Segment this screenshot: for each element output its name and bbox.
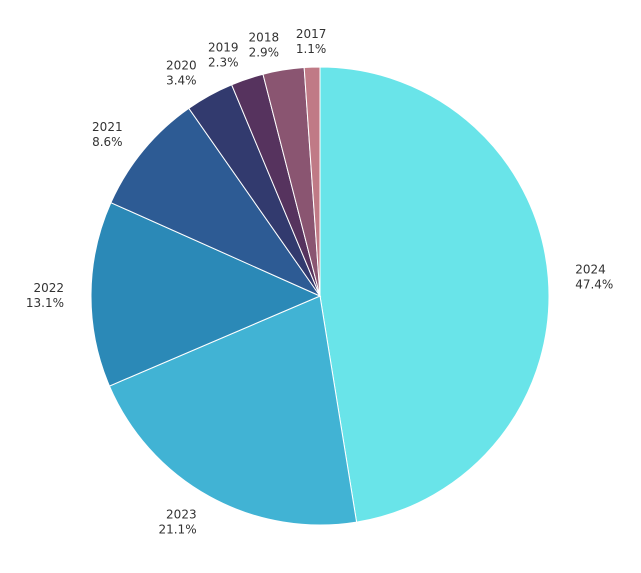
slice-category-2024: 2024 xyxy=(575,263,606,277)
slice-category-2018: 2018 xyxy=(249,30,280,44)
slice-category-2023: 2023 xyxy=(166,507,197,521)
slice-percent-2021: 8.6% xyxy=(92,135,123,149)
slice-label-2021: 2021 8.6% xyxy=(92,120,123,149)
slice-category-2022: 2022 xyxy=(33,281,64,295)
slice-category-2017: 2017 xyxy=(296,27,327,41)
slice-percent-2024: 47.4% xyxy=(575,278,613,292)
slice-label-2023: 2023 21.1% xyxy=(158,507,196,536)
slice-percent-2023: 21.1% xyxy=(158,522,196,536)
slice-label-2020: 2020 3.4% xyxy=(166,59,197,88)
pie-slice-2024[interactable] xyxy=(319,66,550,523)
pie-labels: 2024 47.4% 2023 21.1% 2022 13.1% 2021 8.6% 2020 3… xyxy=(26,27,613,536)
slice-percent-2019: 2.3% xyxy=(208,55,239,69)
slice-percent-2022: 13.1% xyxy=(26,296,64,310)
slice-category-2021: 2021 xyxy=(92,120,123,134)
pie-slice-2023[interactable] xyxy=(108,295,358,526)
pie-slices xyxy=(90,66,550,526)
slice-percent-2020: 3.4% xyxy=(166,74,197,88)
slice-label-2017: 2017 1.1% xyxy=(296,27,327,56)
pie-slice-2022[interactable] xyxy=(90,201,322,387)
pie-slice-2021[interactable] xyxy=(110,107,322,298)
slice-category-2019: 2019 xyxy=(208,40,239,54)
slice-label-2018: 2018 2.9% xyxy=(249,30,280,59)
slice-label-2019: 2019 2.3% xyxy=(208,40,239,69)
slice-label-2022: 2022 13.1% xyxy=(26,281,64,310)
slice-label-2024: 2024 47.4% xyxy=(575,263,613,292)
slice-percent-2017: 1.1% xyxy=(296,42,327,56)
slice-percent-2018: 2.9% xyxy=(249,45,280,59)
slice-category-2020: 2020 xyxy=(166,59,197,73)
pie-slice-2017[interactable] xyxy=(303,66,321,297)
